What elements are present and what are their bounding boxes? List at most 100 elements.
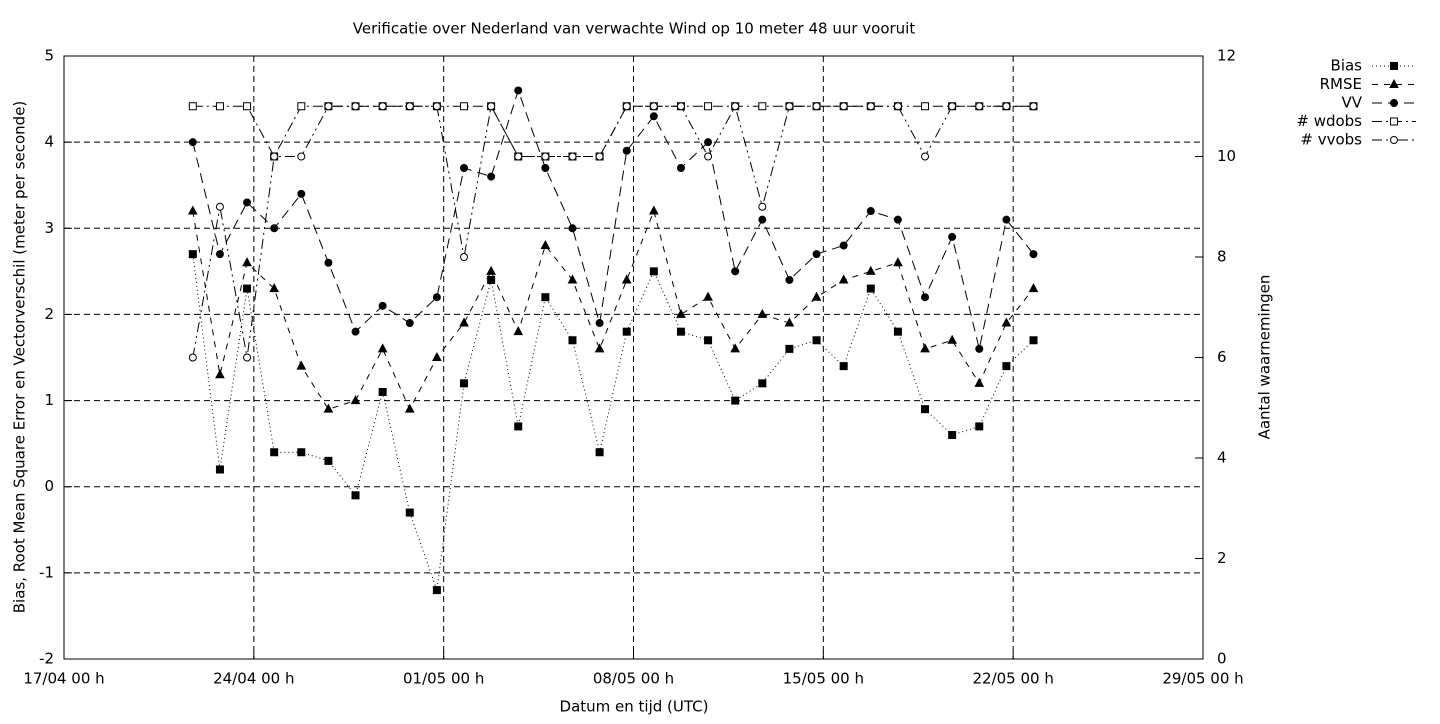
marker xyxy=(568,224,577,233)
marker xyxy=(866,207,875,216)
legend-label: RMSE xyxy=(1320,75,1362,93)
y2-tick-label: 2 xyxy=(1217,549,1227,567)
legend-marker xyxy=(1390,99,1398,107)
marker xyxy=(758,215,767,224)
marker xyxy=(270,224,279,233)
marker xyxy=(432,293,441,302)
marker xyxy=(676,163,685,172)
series-line xyxy=(192,254,1034,591)
y2-tick-label: 6 xyxy=(1217,348,1227,366)
marker xyxy=(487,172,496,181)
legend-marker xyxy=(1390,62,1398,70)
marker xyxy=(378,301,387,310)
marker xyxy=(378,387,387,396)
marker xyxy=(486,265,496,275)
marker xyxy=(703,291,713,301)
marker xyxy=(540,239,551,250)
marker xyxy=(649,102,658,111)
marker xyxy=(351,491,360,500)
marker xyxy=(350,395,361,405)
marker xyxy=(594,343,605,353)
marker xyxy=(514,152,523,161)
marker xyxy=(1002,362,1011,371)
marker xyxy=(215,202,224,211)
marker xyxy=(459,317,469,327)
y-tick-label: 0 xyxy=(44,477,54,495)
marker xyxy=(758,202,767,211)
marker xyxy=(1028,283,1039,293)
y-tick-label: 2 xyxy=(44,305,54,323)
y-tick-label: 4 xyxy=(44,133,54,151)
marker xyxy=(838,274,849,284)
marker xyxy=(893,215,902,224)
marker xyxy=(704,102,713,111)
marker xyxy=(541,293,550,302)
marker xyxy=(269,283,280,293)
marker xyxy=(893,327,902,336)
marker xyxy=(215,250,224,259)
marker xyxy=(514,86,523,95)
marker xyxy=(270,448,279,457)
y-tick-label: 3 xyxy=(44,219,54,237)
marker xyxy=(920,343,930,353)
marker xyxy=(865,265,876,275)
marker xyxy=(405,508,414,517)
marker xyxy=(758,379,767,388)
marker xyxy=(188,138,197,147)
marker xyxy=(1002,102,1011,111)
marker xyxy=(785,344,794,353)
marker xyxy=(187,205,198,215)
x-tick-label: 22/05 00 h xyxy=(972,670,1053,688)
marker xyxy=(297,102,306,111)
y2-axis-label: Aantal waarnemingen xyxy=(1256,275,1274,440)
marker xyxy=(948,102,957,111)
marker xyxy=(243,353,252,362)
marker xyxy=(567,274,578,284)
marker xyxy=(893,257,903,267)
marker xyxy=(378,102,387,111)
marker xyxy=(622,102,631,111)
marker xyxy=(1029,336,1038,345)
marker xyxy=(704,152,713,161)
marker xyxy=(649,112,658,121)
marker xyxy=(947,334,957,344)
marker xyxy=(188,102,197,111)
marker xyxy=(812,102,821,111)
legend-marker xyxy=(1389,78,1399,88)
plot-frame xyxy=(63,55,1204,660)
y2-tick-label: 4 xyxy=(1217,449,1227,467)
marker xyxy=(731,396,740,405)
y2-tick-label: 12 xyxy=(1217,47,1236,65)
y2-tick-label: 10 xyxy=(1217,147,1236,165)
marker xyxy=(460,102,469,111)
marker xyxy=(432,586,441,595)
legend-label: # vvobs xyxy=(1300,131,1362,149)
marker xyxy=(568,152,577,161)
marker xyxy=(974,377,985,387)
marker xyxy=(215,102,224,111)
marker xyxy=(731,102,740,111)
marker xyxy=(1029,102,1038,111)
marker xyxy=(839,102,848,111)
marker xyxy=(296,360,307,370)
marker xyxy=(188,250,197,259)
marker xyxy=(812,250,821,259)
marker xyxy=(323,403,334,413)
marker xyxy=(676,327,685,336)
marker xyxy=(460,379,469,388)
marker xyxy=(324,258,333,267)
marker xyxy=(595,448,604,457)
marker xyxy=(1001,317,1012,327)
series-line xyxy=(192,88,1034,350)
marker xyxy=(595,319,604,328)
marker xyxy=(487,275,496,284)
x-tick-label: 08/05 00 h xyxy=(593,670,674,688)
marker xyxy=(215,369,225,379)
legend-label: Bias xyxy=(1331,57,1363,75)
marker xyxy=(731,267,740,276)
marker xyxy=(432,102,441,111)
marker xyxy=(757,308,768,318)
marker xyxy=(730,343,741,353)
marker xyxy=(514,422,523,431)
